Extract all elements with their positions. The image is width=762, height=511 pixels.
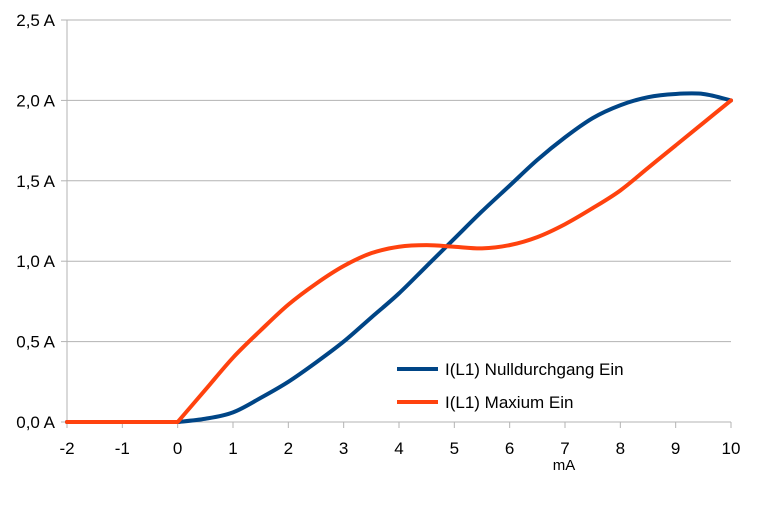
x-tick-label: 5 xyxy=(450,439,459,458)
y-tick-label: 1,0 A xyxy=(16,252,55,271)
y-tick-label: 2,5 A xyxy=(16,11,55,30)
x-tick-label: 0 xyxy=(173,439,182,458)
series-lines xyxy=(65,91,733,424)
y-tick-label: 0,0 A xyxy=(16,413,55,432)
legend-label-maxium: I(L1) Maxium Ein xyxy=(445,393,573,412)
x-tick-label: 4 xyxy=(394,439,403,458)
legend-label-nulldurchgang: I(L1) Nulldurchgang Ein xyxy=(445,360,624,379)
x-tick-label: 10 xyxy=(722,439,741,458)
x-tick-label: -1 xyxy=(115,439,130,458)
grid-lines xyxy=(67,19,731,343)
x-tick-label: -2 xyxy=(59,439,74,458)
x-tick-label: 2 xyxy=(284,439,293,458)
series-line-nulldurchgang xyxy=(65,91,733,424)
tick-labels: 0,0 A 0,5 A 1,0 A 1,5 A 2,0 A 2,5 A -2 -1 0 1 2 3 4 5… xyxy=(16,11,740,458)
x-tick-label: 6 xyxy=(505,439,514,458)
x-tick-label: 1 xyxy=(228,439,237,458)
x-tick-label: 7 xyxy=(560,439,569,458)
y-tick-label: 0,5 A xyxy=(16,333,55,352)
x-tick-label: 8 xyxy=(616,439,625,458)
y-tick-label: 1,5 A xyxy=(16,172,55,191)
x-tick-label: 3 xyxy=(339,439,348,458)
axes xyxy=(61,19,732,428)
x-axis-title: mA xyxy=(553,457,576,474)
series-line-maxium xyxy=(65,98,733,424)
legend: I(L1) Nulldurchgang Ein I(L1) Maxium Ein xyxy=(397,360,624,412)
y-tick-label: 2,0 A xyxy=(16,91,55,110)
x-tick-label: 9 xyxy=(671,439,680,458)
